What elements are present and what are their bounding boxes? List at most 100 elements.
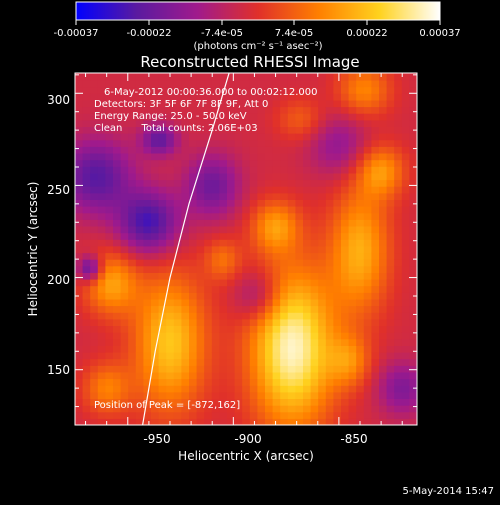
heatmap-cell xyxy=(151,93,160,101)
heatmap-cell xyxy=(90,219,99,227)
heatmap-cell xyxy=(249,245,258,254)
heatmap-cell xyxy=(196,153,205,161)
heatmap-cell xyxy=(135,345,144,353)
heatmap-cell xyxy=(280,318,289,326)
heatmap-cell xyxy=(287,186,296,194)
heatmap-cell xyxy=(196,93,205,101)
heatmap-cell xyxy=(120,126,129,134)
heatmap-cell xyxy=(272,80,281,88)
heatmap-cell xyxy=(189,73,198,81)
heatmap-cell xyxy=(204,252,213,260)
heatmap-cell xyxy=(97,166,106,174)
heatmap-cell xyxy=(120,292,129,300)
heatmap-cell xyxy=(333,298,342,307)
heatmap-cell xyxy=(166,365,175,373)
heatmap-cell xyxy=(151,239,160,247)
heatmap-cell xyxy=(242,418,251,425)
heatmap-cell xyxy=(181,99,190,108)
heatmap-cell xyxy=(196,239,205,247)
heatmap-cell xyxy=(310,133,319,141)
heatmap-cell xyxy=(257,318,266,326)
heatmap-cell xyxy=(348,73,357,81)
heatmap-cell xyxy=(234,73,243,81)
heatmap-cell xyxy=(196,318,205,326)
heatmap-cell xyxy=(409,80,417,88)
heatmap-cell xyxy=(97,206,106,214)
heatmap-cell xyxy=(227,285,236,293)
heatmap-cell xyxy=(105,365,114,373)
heatmap-cell xyxy=(128,378,137,386)
heatmap-cell xyxy=(356,80,365,88)
heatmap-cell xyxy=(318,411,327,419)
heatmap-cell xyxy=(75,192,84,200)
annotation-time-range: 6-May-2012 00:00:36.000 to 00:02:12.000 xyxy=(104,87,317,98)
heatmap-cell xyxy=(257,192,266,200)
heatmap-cell xyxy=(325,106,334,114)
heatmap-cell xyxy=(333,378,342,386)
heatmap-cell xyxy=(394,93,403,101)
heatmap-cell xyxy=(90,332,99,340)
heatmap-cell xyxy=(257,126,266,134)
heatmap-cell xyxy=(371,391,380,399)
heatmap-cell xyxy=(166,219,175,227)
heatmap-cell xyxy=(295,119,304,127)
heatmap-cell xyxy=(204,192,213,200)
heatmap-cell xyxy=(75,219,84,227)
heatmap-cell xyxy=(287,139,296,147)
heatmap-cell xyxy=(325,153,334,161)
heatmap-cell xyxy=(158,73,167,81)
heatmap-cell xyxy=(204,405,213,413)
heatmap-cell xyxy=(280,292,289,300)
heatmap-cell xyxy=(295,305,304,313)
heatmap-cell xyxy=(265,73,274,81)
heatmap-cell xyxy=(318,259,327,267)
heatmap-cell xyxy=(151,298,160,307)
heatmap-cell xyxy=(303,371,312,380)
heatmap-cell xyxy=(75,325,84,333)
heatmap-cell xyxy=(409,159,417,167)
heatmap-cell xyxy=(181,318,190,326)
heatmap-cell xyxy=(272,285,281,293)
heatmap-cell xyxy=(310,86,319,94)
heatmap-cell xyxy=(303,219,312,227)
heatmap-cell xyxy=(363,371,372,380)
heatmap-cell xyxy=(242,93,251,101)
heatmap-cell xyxy=(341,325,350,333)
heatmap-cell xyxy=(303,239,312,247)
heatmap-cell xyxy=(234,279,243,287)
heatmap-cell xyxy=(295,398,304,406)
heatmap-cell xyxy=(401,338,410,346)
heatmap-cell xyxy=(219,239,228,247)
heatmap-cell xyxy=(97,239,106,247)
heatmap-cell xyxy=(97,352,106,360)
heatmap-cell xyxy=(303,332,312,340)
heatmap-cell xyxy=(341,73,350,81)
heatmap-cell xyxy=(234,312,243,320)
heatmap-cell xyxy=(303,106,312,114)
heatmap-cell xyxy=(348,312,357,320)
heatmap-cell xyxy=(181,332,190,340)
heatmap-cell xyxy=(227,133,236,141)
heatmap-cell xyxy=(363,298,372,307)
heatmap-cell xyxy=(386,418,395,425)
heatmap-cell xyxy=(90,305,99,313)
heatmap-cell xyxy=(97,338,106,346)
heatmap-cell xyxy=(310,298,319,307)
heatmap-cell xyxy=(265,411,274,419)
heatmap-cell xyxy=(158,318,167,326)
heatmap-cell xyxy=(181,418,190,425)
heatmap-cell xyxy=(113,119,122,127)
heatmap-cell xyxy=(401,371,410,380)
heatmap-cell xyxy=(265,206,274,214)
heatmap-cell xyxy=(371,73,380,81)
heatmap-cell xyxy=(181,305,190,313)
heatmap-cell xyxy=(128,232,137,240)
heatmap-cell xyxy=(97,153,106,161)
heatmap-cell xyxy=(158,378,167,386)
heatmap-cell xyxy=(318,391,327,399)
heatmap-cell xyxy=(386,113,395,121)
heatmap-cell xyxy=(120,226,129,234)
heatmap-cell xyxy=(143,265,152,273)
heatmap-cell xyxy=(363,411,372,419)
heatmap-cell xyxy=(379,411,388,419)
